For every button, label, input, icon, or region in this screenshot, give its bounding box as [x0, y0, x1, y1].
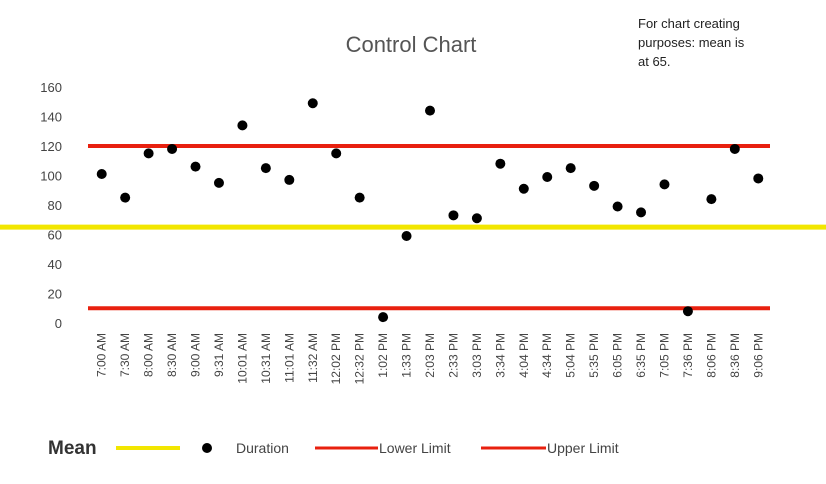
duration-point — [354, 192, 365, 203]
x-tick-label: 8:30 AM — [165, 333, 179, 377]
duration-point — [378, 312, 389, 323]
y-tick-label: 0 — [55, 316, 62, 331]
x-tick-label: 12:32 PM — [353, 333, 367, 384]
chart-title: Control Chart — [346, 32, 477, 57]
y-tick-label: 100 — [40, 169, 62, 184]
y-tick-label: 120 — [40, 139, 62, 154]
duration-point — [167, 143, 178, 154]
duration-point — [120, 192, 131, 203]
x-tick-label: 3:34 PM — [493, 333, 507, 378]
duration-point — [143, 148, 154, 159]
x-tick-label: 2:03 PM — [423, 333, 437, 378]
x-tick-label: 9:06 PM — [751, 333, 765, 378]
duration-point — [495, 158, 506, 169]
x-tick-label: 1:33 PM — [400, 333, 414, 378]
duration-point — [448, 210, 459, 221]
x-tick-label: 11:01 AM — [282, 333, 296, 383]
duration-point — [190, 161, 201, 172]
duration-point — [729, 143, 740, 154]
legend-duration-marker — [202, 443, 212, 453]
duration-point — [518, 183, 529, 194]
x-tick-label: 6:05 PM — [611, 333, 625, 378]
x-tick-label: 4:34 PM — [540, 333, 554, 378]
legend-mean-label: Mean — [48, 438, 97, 459]
duration-point — [706, 194, 717, 205]
duration-point — [307, 98, 318, 109]
x-tick-label: 5:35 PM — [587, 333, 601, 378]
duration-point — [612, 201, 623, 212]
x-tick-label: 5:04 PM — [564, 333, 578, 378]
x-tick-label: 1:02 PM — [376, 333, 390, 378]
x-tick-label: 4:04 PM — [517, 333, 531, 378]
duration-point — [96, 169, 107, 180]
duration-point — [331, 148, 342, 159]
x-tick-label: 9:00 AM — [189, 333, 203, 377]
y-tick-label: 60 — [48, 228, 62, 243]
duration-point — [636, 207, 647, 218]
duration-point — [565, 163, 576, 174]
legend-upper-label: Upper Limit — [547, 440, 619, 456]
duration-point — [401, 230, 412, 241]
note-line-1: For chart creating — [638, 16, 740, 31]
duration-point — [659, 179, 670, 190]
duration-point — [589, 180, 600, 191]
note-line-2: purposes: mean is — [638, 35, 745, 50]
x-tick-label: 7:36 PM — [681, 333, 695, 378]
duration-point — [753, 173, 764, 184]
y-tick-label: 140 — [40, 110, 62, 125]
y-tick-label: 80 — [48, 198, 62, 213]
duration-point — [682, 306, 693, 317]
legend-lower-label: Lower Limit — [379, 440, 451, 456]
duration-point — [425, 105, 435, 116]
x-tick-label: 3:03 PM — [470, 333, 484, 378]
x-tick-label: 12:02 PM — [329, 333, 343, 384]
y-tick-label: 160 — [40, 80, 62, 95]
x-tick-label: 8:00 AM — [142, 333, 156, 377]
x-tick-label: 10:01 AM — [235, 333, 249, 384]
note-line-3: at 65. — [638, 54, 671, 69]
x-tick-label: 11:32 AM — [306, 333, 320, 383]
y-tick-label: 20 — [48, 287, 62, 302]
x-tick-label: 9:31 AM — [212, 333, 226, 377]
duration-point — [471, 213, 482, 224]
duration-point — [237, 120, 248, 131]
duration-point — [284, 174, 295, 185]
y-tick-label: 40 — [48, 257, 62, 272]
x-tick-label: 10:31 AM — [259, 333, 273, 384]
duration-point — [213, 177, 224, 188]
x-tick-label: 8:36 PM — [728, 333, 742, 378]
x-tick-label: 6:35 PM — [634, 333, 648, 378]
x-tick-label: 7:30 AM — [118, 333, 132, 377]
x-tick-label: 8:06 PM — [704, 333, 718, 378]
x-tick-label: 7:05 PM — [657, 333, 671, 378]
legend-duration-label: Duration — [236, 440, 289, 456]
duration-point — [542, 171, 553, 182]
duration-point — [260, 163, 271, 174]
chart-note: For chart creating purposes: mean is at … — [638, 14, 818, 71]
x-tick-label: 7:00 AM — [95, 333, 109, 377]
x-tick-label: 2:33 PM — [446, 333, 460, 378]
